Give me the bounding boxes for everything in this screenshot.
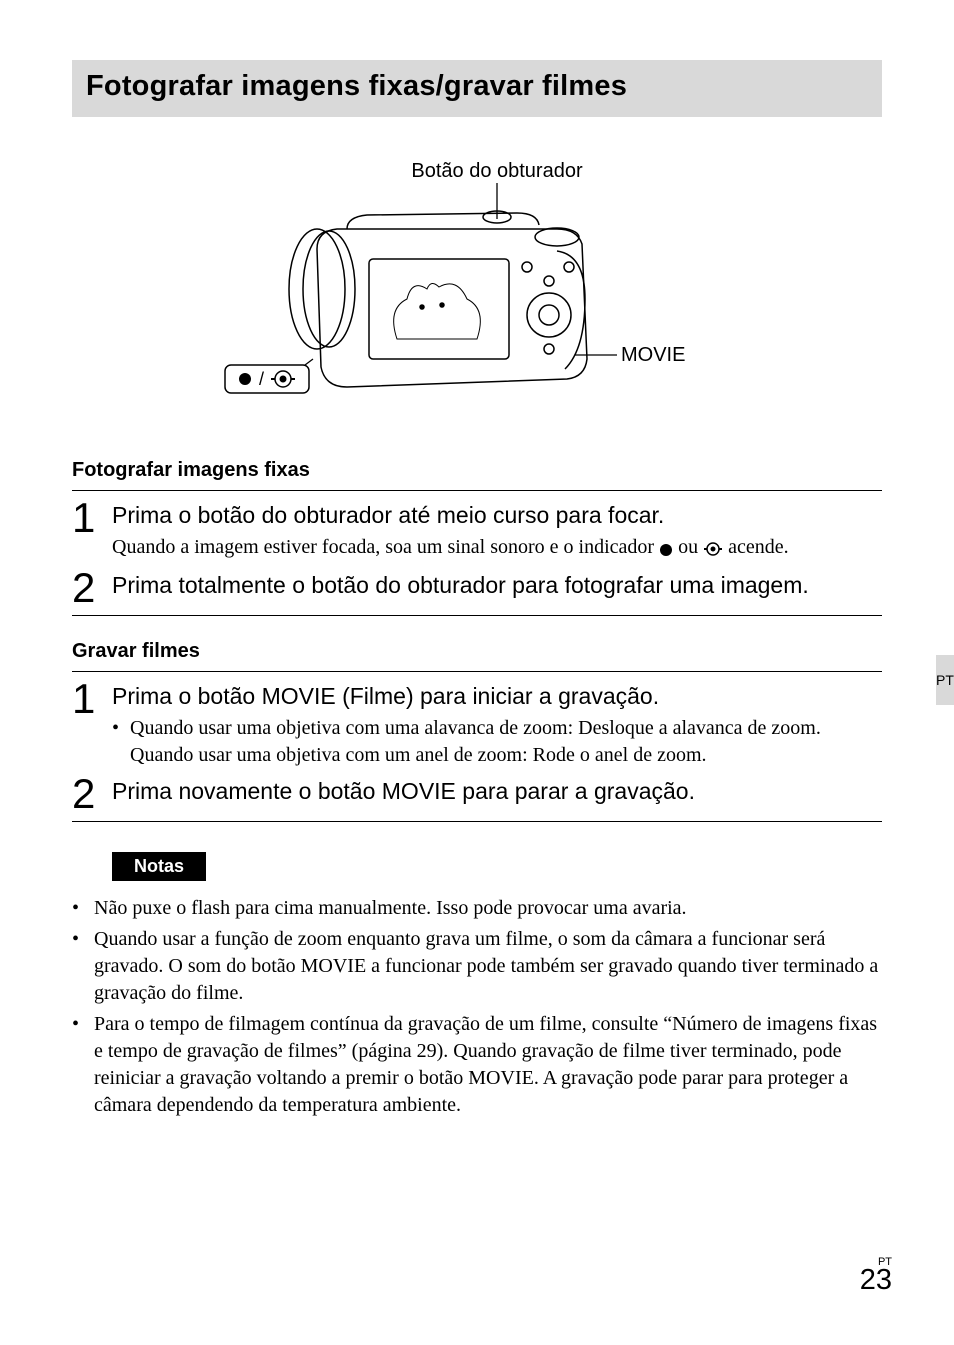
bullet-icon: • [72, 926, 94, 953]
dot-icon [659, 538, 673, 565]
note-item: • Não puxe o flash para cima manualmente… [72, 895, 882, 922]
shutter-label-text: Botão do obturador [411, 160, 583, 182]
step-description: Quando a imagem estiver focada, soa um s… [112, 534, 882, 563]
camera-illustration: Botão do obturador [217, 159, 737, 429]
section1-step-2: 2 Prima totalmente o botão do obturador … [72, 571, 882, 609]
bullet-icon: • [72, 895, 94, 922]
note-text: Quando usar a função de zoom enquanto gr… [94, 926, 882, 1007]
step-desc-part: Quando a imagem estiver focada, soa um s… [112, 536, 659, 558]
step-title: Prima o botão do obturador até meio curs… [112, 501, 882, 530]
notes-list: • Não puxe o flash para cima manualmente… [72, 895, 882, 1119]
page-title: Fotografar imagens fixas/gravar filmes [86, 70, 868, 103]
focus-indicator-icon-box [225, 365, 309, 393]
divider [72, 615, 882, 616]
divider [72, 821, 882, 822]
step-desc-part: acende. [728, 536, 789, 558]
step-sub-bullet: • Quando usar uma objetiva com uma alava… [112, 715, 882, 769]
bullet-text: Quando usar uma objetiva com uma alavanc… [130, 717, 821, 739]
bullet-text: Quando usar uma objetiva com um anel de … [130, 744, 707, 766]
footer-page-number: 23 [860, 1264, 892, 1296]
svg-text:/: / [259, 369, 264, 389]
step-desc-part: ou [678, 536, 703, 558]
step-number: 1 [72, 497, 112, 539]
bullet-icon: • [112, 715, 130, 742]
section2-step-1: 1 Prima o botão MOVIE (Filme) para inici… [72, 682, 882, 769]
section1-step-1: 1 Prima o botão do obturador até meio cu… [72, 501, 882, 563]
manual-page: Fotografar imagens fixas/gravar filmes B… [0, 0, 954, 1345]
target-icon [703, 538, 723, 565]
step-number: 2 [72, 567, 112, 609]
divider [72, 671, 882, 672]
side-language-tab: PT [936, 655, 954, 705]
page-title-bar: Fotografar imagens fixas/gravar filmes [72, 60, 882, 117]
section2-heading: Gravar filmes [72, 640, 882, 663]
camera-diagram: Botão do obturador [72, 159, 882, 429]
step-title: Prima novamente o botão MOVIE para parar… [112, 777, 882, 806]
notes-label: Notas [112, 852, 206, 881]
note-item: • Quando usar a função de zoom enquanto … [72, 926, 882, 1007]
page-number-block: PT 23 [860, 1256, 892, 1297]
step-number: 2 [72, 773, 112, 815]
step-title: Prima totalmente o botão do obturador pa… [112, 571, 882, 600]
note-text: Não puxe o flash para cima manualmente. … [94, 895, 882, 922]
step-number: 1 [72, 678, 112, 720]
bullet-icon: • [72, 1011, 94, 1038]
step-title: Prima o botão MOVIE (Filme) para iniciar… [112, 682, 882, 711]
dot-icon [239, 373, 251, 385]
section2-step-2: 2 Prima novamente o botão MOVIE para par… [72, 777, 882, 815]
note-item: • Para o tempo de filmagem contínua da g… [72, 1011, 882, 1119]
note-text: Para o tempo de filmagem contínua da gra… [94, 1011, 882, 1119]
divider [72, 490, 882, 491]
movie-label-text: MOVIE [621, 344, 685, 366]
section1-heading: Fotografar imagens fixas [72, 459, 882, 482]
